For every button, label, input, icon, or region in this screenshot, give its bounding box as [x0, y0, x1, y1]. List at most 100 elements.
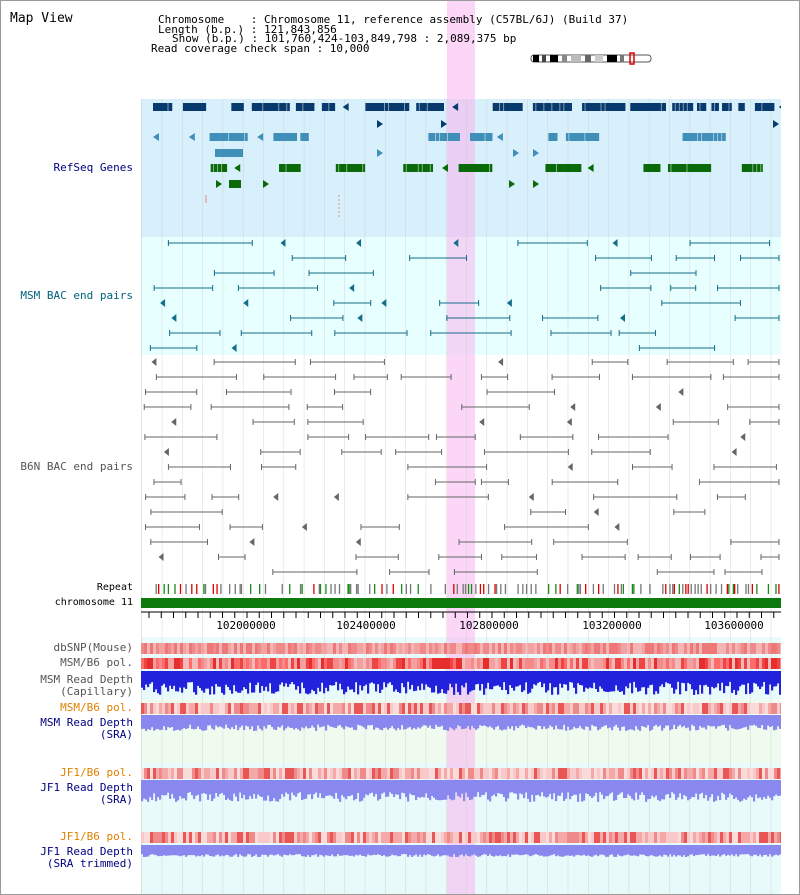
heat-cell	[201, 768, 205, 779]
gene-block	[582, 103, 626, 111]
depth-bar	[373, 715, 376, 730]
heat-cell	[357, 658, 361, 669]
heat-cell	[177, 768, 181, 779]
depth-bar	[737, 671, 740, 691]
depth-bar	[605, 780, 608, 797]
depth-bar	[425, 671, 428, 685]
depth-bar	[359, 780, 362, 802]
heat-cell	[576, 703, 580, 714]
heat-cell	[288, 643, 292, 654]
heat-cell	[504, 768, 508, 779]
dbsnp-track[interactable]	[141, 643, 781, 654]
heat-cell	[357, 703, 361, 714]
depth-bar	[277, 715, 280, 727]
repeat-mark	[185, 584, 187, 594]
depth-bar	[311, 845, 314, 856]
heat-cell	[741, 832, 745, 843]
jf1-depth-trim-track[interactable]	[141, 845, 781, 857]
depth-bar	[273, 715, 276, 730]
depth-bar	[409, 671, 412, 690]
heat-cell	[384, 768, 388, 779]
depth-bar	[487, 671, 490, 683]
heat-cell	[588, 832, 592, 843]
msm-b6-pol-track-2[interactable]	[141, 703, 781, 714]
heat-cell	[579, 643, 583, 654]
heat-cell	[474, 703, 478, 714]
msm-b6-pol-track-1[interactable]	[141, 658, 781, 669]
heat-cell	[612, 768, 616, 779]
depth-bar	[249, 845, 252, 855]
depth-bar	[491, 671, 494, 690]
depth-bar	[587, 845, 590, 856]
jf1-pol-track-2[interactable]	[141, 832, 781, 843]
heat-cell	[597, 658, 601, 669]
depth-bar	[199, 845, 202, 857]
depth-bar	[631, 671, 634, 694]
selection-highlight[interactable]	[447, 1, 475, 894]
msm-depth-sra-track[interactable]	[141, 715, 781, 731]
depth-bar	[179, 845, 182, 857]
heat-cell	[195, 703, 199, 714]
depth-bar	[351, 845, 354, 856]
heat-cell	[396, 658, 400, 669]
depth-bar	[383, 780, 386, 793]
heat-cell	[651, 643, 655, 654]
heat-cell	[756, 832, 760, 843]
depth-bar	[427, 715, 430, 728]
depth-bar	[731, 845, 734, 855]
heat-cell	[651, 832, 655, 843]
msm-depth-sra-label-2: (SRA)	[99, 728, 133, 741]
heat-cell	[690, 832, 694, 843]
heat-cell	[450, 703, 454, 714]
depth-bar	[327, 845, 330, 856]
msm-bac-track[interactable]	[141, 237, 781, 355]
heat-cell	[156, 643, 160, 654]
gene-block	[153, 103, 173, 111]
depth-bar	[639, 845, 642, 855]
depth-bar	[385, 845, 388, 857]
jf1-pol-track-1[interactable]	[141, 768, 781, 779]
heat-cell	[714, 703, 718, 714]
jf1-depth-sra-track[interactable]	[141, 780, 781, 802]
heat-cell	[765, 643, 769, 654]
depth-bar	[191, 845, 194, 856]
heat-cell	[456, 703, 460, 714]
depth-bar	[751, 845, 754, 857]
depth-bar	[599, 780, 602, 793]
heat-cell	[657, 768, 661, 779]
heat-cell	[165, 643, 169, 654]
depth-bar	[569, 671, 572, 682]
msm-depth-capillary-track[interactable]	[141, 671, 781, 695]
heat-cell	[429, 832, 433, 843]
jf1-pol-label-2: JF1/B6 pol.	[60, 830, 133, 843]
heat-cell	[174, 768, 178, 779]
depth-bar	[385, 671, 388, 688]
chromosome-ideogram[interactable]	[529, 52, 659, 66]
heat-cell	[423, 643, 427, 654]
heat-cell	[573, 703, 577, 714]
heat-cell	[651, 768, 655, 779]
depth-bar	[165, 715, 168, 731]
depth-bar	[325, 715, 328, 731]
depth-bar	[319, 845, 322, 855]
heat-cell	[642, 658, 646, 669]
depth-bar	[287, 780, 290, 795]
heat-cell	[312, 832, 316, 843]
depth-bar	[595, 715, 598, 727]
heat-cell	[471, 658, 475, 669]
heat-cell	[666, 703, 670, 714]
b6n-bac-track[interactable]	[141, 355, 781, 581]
repeat-mark	[678, 584, 680, 594]
heat-cell	[378, 832, 382, 843]
depth-bar	[435, 715, 438, 725]
depth-bar	[469, 671, 472, 692]
repeat-mark	[179, 584, 182, 594]
refseq-genes-track[interactable]	[141, 99, 781, 237]
depth-bar	[619, 780, 622, 794]
depth-bar	[745, 715, 748, 727]
depth-bar	[483, 671, 486, 695]
depth-bar	[169, 845, 172, 856]
heat-cell	[561, 703, 565, 714]
repeat-track[interactable]	[141, 583, 781, 595]
repeat-mark	[456, 584, 458, 594]
